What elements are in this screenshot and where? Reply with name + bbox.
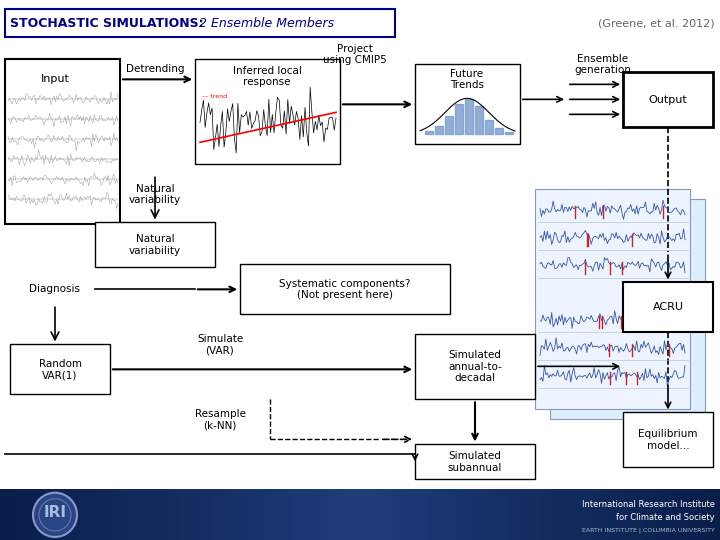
Bar <box>95 222 215 267</box>
Text: Project
using CMIP5: Project using CMIP5 <box>323 44 387 65</box>
Text: — trend: — trend <box>202 94 227 99</box>
Text: Equilibrium
model...: Equilibrium model... <box>638 429 698 451</box>
Text: Natural
variability: Natural variability <box>129 234 181 255</box>
Text: Resample
(k-NN): Resample (k-NN) <box>194 409 246 430</box>
Text: Systematic components?
(Not present here): Systematic components? (Not present here… <box>279 279 410 300</box>
Bar <box>623 72 713 127</box>
Bar <box>495 129 503 134</box>
Bar <box>415 334 535 400</box>
Bar <box>455 104 463 134</box>
Text: for Climate and Society: for Climate and Society <box>616 514 715 522</box>
Text: 2 Ensemble Members: 2 Ensemble Members <box>195 17 334 30</box>
Bar <box>475 106 483 134</box>
Bar <box>505 132 513 134</box>
Bar <box>425 131 433 134</box>
Text: Inferred local
response: Inferred local response <box>233 65 302 87</box>
Text: EARTH INSTITUTE | COLUMBIA UNIVERSITY: EARTH INSTITUTE | COLUMBIA UNIVERSITY <box>582 527 715 532</box>
Bar <box>435 126 443 134</box>
Text: Random
VAR(1): Random VAR(1) <box>38 359 81 380</box>
Bar <box>415 444 535 480</box>
Bar <box>550 199 705 420</box>
Bar <box>240 265 450 314</box>
Text: Simulated
subannual: Simulated subannual <box>448 451 502 472</box>
Bar <box>10 345 110 394</box>
Text: Output: Output <box>649 95 688 105</box>
Text: (Greene, et al. 2012): (Greene, et al. 2012) <box>598 18 715 28</box>
Bar <box>485 120 493 134</box>
Text: Simulate
(VAR): Simulate (VAR) <box>197 334 243 355</box>
Circle shape <box>33 492 77 537</box>
Text: Natural
variability: Natural variability <box>129 184 181 205</box>
Text: Detrending: Detrending <box>126 64 184 75</box>
Bar <box>5 59 120 224</box>
Bar <box>195 59 340 164</box>
Bar <box>623 282 713 332</box>
Bar <box>5 9 395 37</box>
Text: IRI: IRI <box>43 505 66 521</box>
Text: Ensemble
generation: Ensemble generation <box>575 53 631 75</box>
Bar <box>623 413 713 467</box>
Bar <box>465 99 473 134</box>
Text: International Research Institute: International Research Institute <box>582 500 715 509</box>
Text: STOCHASTIC SIMULATIONS:: STOCHASTIC SIMULATIONS: <box>10 17 204 30</box>
Text: Simulated
annual-to-
decadal: Simulated annual-to- decadal <box>448 350 502 383</box>
Text: Input: Input <box>40 75 69 84</box>
Text: Future
Trends: Future Trends <box>450 69 484 90</box>
Text: Diagnosis: Diagnosis <box>30 285 81 294</box>
Text: ACRU: ACRU <box>652 302 683 312</box>
Bar <box>445 116 453 134</box>
Bar <box>415 64 520 144</box>
Bar <box>535 190 690 409</box>
